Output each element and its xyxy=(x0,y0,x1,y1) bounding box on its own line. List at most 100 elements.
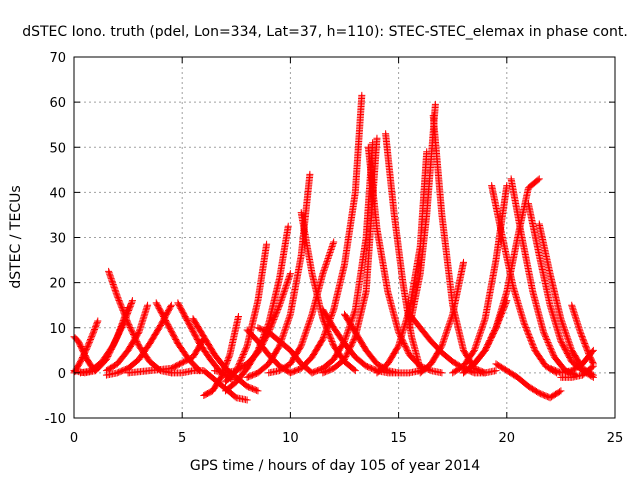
data-point xyxy=(305,319,313,327)
data-point xyxy=(280,289,288,297)
data-point xyxy=(284,276,292,284)
data-point xyxy=(107,273,115,281)
data-point xyxy=(276,301,284,309)
data-point xyxy=(322,328,330,336)
data-point xyxy=(275,303,283,311)
data-point xyxy=(259,333,267,341)
data-point xyxy=(297,342,305,350)
data-point xyxy=(308,312,316,320)
data-point xyxy=(300,334,308,342)
data-point xyxy=(235,359,243,367)
data-series xyxy=(174,299,236,384)
data-point xyxy=(325,252,333,260)
data-point xyxy=(279,331,287,339)
data-point xyxy=(330,238,338,246)
data-point xyxy=(128,298,136,306)
data-point xyxy=(272,311,280,319)
data-point xyxy=(285,274,293,282)
data-point xyxy=(322,259,330,267)
data-point xyxy=(282,324,290,332)
y-tick-label: 50 xyxy=(49,141,66,156)
data-point xyxy=(254,387,262,395)
data-point xyxy=(279,333,287,341)
data-point xyxy=(358,91,366,99)
data-point xyxy=(264,321,272,329)
data-point xyxy=(263,240,271,248)
data-point xyxy=(254,346,262,354)
data-point xyxy=(329,241,337,249)
data-point xyxy=(320,265,328,273)
data-point xyxy=(305,318,313,326)
data-point xyxy=(283,280,291,288)
data-point xyxy=(281,325,289,333)
data-point xyxy=(234,364,242,372)
data-point xyxy=(274,304,282,312)
x-tick-label: 0 xyxy=(70,431,78,446)
data-point xyxy=(321,262,329,270)
data-point xyxy=(242,345,250,353)
data-point xyxy=(284,222,292,230)
y-tick-label: 40 xyxy=(49,186,66,201)
data-point xyxy=(300,333,308,341)
data-point xyxy=(270,315,278,323)
data-point xyxy=(321,264,329,272)
y-axis-label: dSTEC / TECUs xyxy=(8,185,24,288)
data-point xyxy=(322,261,330,269)
data-point xyxy=(282,322,290,330)
data-point xyxy=(108,278,116,286)
data-point xyxy=(322,326,330,334)
data-point xyxy=(225,352,233,360)
data-point xyxy=(240,349,248,357)
data-point xyxy=(241,348,249,356)
data-point xyxy=(327,335,335,343)
data-point xyxy=(278,294,286,302)
y-tick-label: 0 xyxy=(58,367,66,382)
data-point xyxy=(106,270,114,278)
data-point xyxy=(286,271,294,279)
data-point xyxy=(324,255,332,263)
data-point xyxy=(324,322,332,330)
data-point xyxy=(320,331,328,339)
data-point xyxy=(302,327,310,335)
data-point xyxy=(306,170,314,178)
data-point xyxy=(242,343,250,351)
data-series xyxy=(124,335,208,377)
data-point xyxy=(276,300,284,308)
data-point xyxy=(299,336,307,344)
data-point xyxy=(279,292,287,300)
data-point xyxy=(237,356,245,364)
y-tick-label: 70 xyxy=(49,51,66,66)
data-point xyxy=(325,253,333,261)
y-tick-label: 10 xyxy=(49,322,66,337)
data-point xyxy=(323,323,331,331)
data-point xyxy=(167,301,175,309)
data-point xyxy=(301,331,309,339)
data-point xyxy=(84,343,92,351)
data-point xyxy=(124,318,132,326)
data-point xyxy=(281,327,289,335)
data-point xyxy=(232,367,240,375)
data-point xyxy=(284,318,292,326)
grid xyxy=(74,57,615,418)
data-point xyxy=(282,283,290,291)
data-series xyxy=(221,222,292,395)
data-point xyxy=(243,396,251,404)
data-point xyxy=(108,276,116,284)
data-point xyxy=(329,339,337,347)
data-point xyxy=(105,269,113,277)
data-point xyxy=(87,334,95,342)
y-tick-label: 30 xyxy=(49,232,66,247)
data-point xyxy=(349,312,357,320)
data-point xyxy=(85,338,93,346)
data-point xyxy=(260,332,268,340)
data-point xyxy=(238,353,246,361)
data-point xyxy=(301,330,309,338)
data-series xyxy=(102,301,175,379)
data-point xyxy=(285,313,293,321)
data-point xyxy=(283,321,291,329)
data-point xyxy=(117,302,125,310)
data-point xyxy=(109,280,117,288)
data-points xyxy=(70,91,597,404)
data-point xyxy=(320,267,328,275)
